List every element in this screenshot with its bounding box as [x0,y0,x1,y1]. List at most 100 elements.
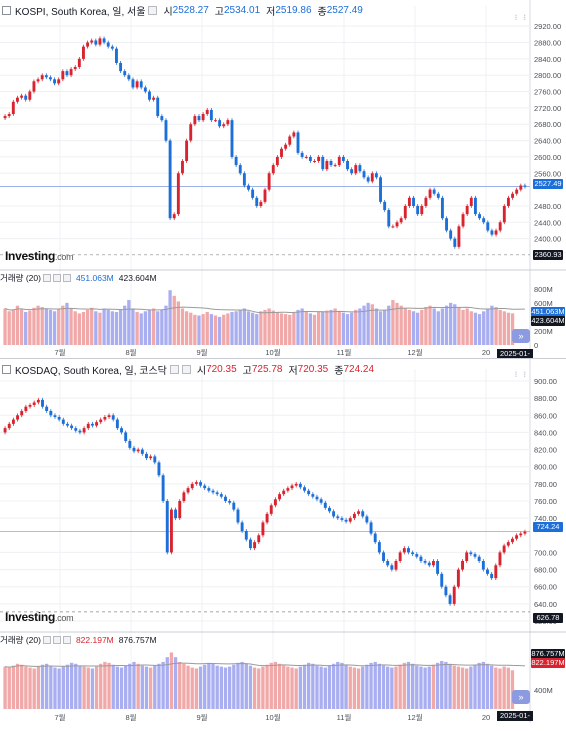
volume-bar [123,305,127,345]
volume-bar [90,307,94,345]
kospi-chart-svg[interactable]: 2920.00 2880.00 2840.00 2800.00 2760.00 2720.… [0,0,566,358]
candle-body [120,428,123,433]
volume-bar [111,664,115,709]
volume-eye-icon[interactable] [42,274,51,282]
volume-bar [118,309,123,345]
candle-body [181,161,184,174]
volume-bar [282,665,286,709]
volume-bar [203,664,207,709]
volume-bar [24,311,28,345]
volume-bar [24,666,28,709]
volume-settings-icon[interactable] [52,636,61,644]
visibility-icon[interactable] [181,365,191,374]
volume-close-icon[interactable] [62,636,71,644]
volume-bar [440,660,444,709]
volume-bar [386,666,390,709]
volume-bar [340,662,344,709]
candle-body [131,79,135,88]
candle-body [115,419,119,429]
price-axis-tick: 880.00 [534,394,557,403]
candle-body [275,156,279,166]
volume-bar [452,665,456,709]
volume-bar [465,668,469,709]
kosdaq-open-label: 시 [196,366,207,377]
volume-bar [302,664,307,709]
candle-body [132,447,136,452]
candle-body [123,71,127,76]
volume-bar [61,666,65,709]
double-chevron-right-icon[interactable]: » [512,329,530,343]
volume-bar [69,308,73,345]
volume-bar [40,307,44,345]
candle-body [228,501,232,503]
candle-body [329,161,333,166]
candle-body [352,513,356,519]
candle-body [377,542,381,553]
volume-bar [193,314,197,345]
volume-bar [86,667,90,709]
pin-icon[interactable]: ⁝ ⁝ [514,13,528,22]
collapse-icon[interactable] [2,365,11,374]
candle-body [448,595,452,604]
candle-body [294,483,298,486]
candle-body [366,177,370,182]
candle-body [251,189,255,198]
collapse-icon[interactable] [2,6,11,15]
candle-body [280,148,283,157]
volume-bar [242,308,247,345]
volume-settings-icon[interactable] [52,274,61,282]
volume-bar [127,300,131,345]
pin-icon[interactable]: ⁝ ⁝ [514,370,528,379]
volume-bar [403,308,407,345]
candle-body [174,509,178,519]
candle-body [28,405,32,407]
kosdaq-title: KOSDAQ, South Korea, 일, 코스닥 [15,366,167,377]
candle-body [346,161,349,170]
volume-bar [236,662,240,709]
volume-bar [40,664,45,709]
volume-bar [222,314,226,345]
candle-body [86,423,90,429]
volume-bar [160,309,164,345]
volume-bar [315,665,319,709]
candle-body [53,415,57,417]
candle-body [152,97,156,100]
candle-body [407,548,410,553]
volume-bar [283,314,288,345]
price-axis-tick: 2800.00 [534,71,561,80]
settings-icon[interactable] [169,365,179,374]
settings-icon[interactable] [148,6,158,15]
volume-eye-icon[interactable] [42,636,51,644]
volume-bar [32,668,36,709]
candle-body [502,545,506,553]
volume-bar [61,305,65,345]
candle-body [269,505,273,514]
candle-body [365,516,369,523]
candle-body [94,40,98,45]
volume-bar [19,309,24,345]
volume-bar [132,661,136,709]
double-chevron-right-icon[interactable]: » [512,690,530,704]
price-axis-tick: 800.00 [534,463,557,472]
volume-bar [99,663,103,709]
candle-body [61,419,65,424]
candle-body [506,542,510,546]
volume-bar [325,310,329,345]
candle-body [523,531,527,534]
candle-body [411,552,415,555]
volume-bar [420,309,424,345]
kospi-close-label: 종 [317,7,327,18]
volume-bar [176,301,181,345]
volume-bar [172,295,176,345]
volume-bar [469,311,473,345]
volume-bar [252,667,257,709]
candle-body [284,144,288,149]
volume-close-icon[interactable] [62,274,71,282]
candle-body [218,120,222,127]
kosdaq-chart-svg[interactable]: 900.00 880.00 860.00 840.00 820.00 800.00 780.… [0,359,566,723]
volume-bar [391,300,395,345]
candle-body [510,538,514,543]
candle-body [164,120,168,141]
candle-body [172,214,176,219]
volume-axis-tick: 800M [534,285,553,294]
